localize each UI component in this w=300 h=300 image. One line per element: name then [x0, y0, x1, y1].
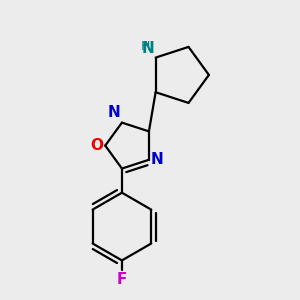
Text: N: N: [108, 105, 121, 120]
Text: O: O: [90, 138, 103, 153]
Text: F: F: [117, 272, 127, 286]
Text: N: N: [150, 152, 163, 167]
Text: H: H: [141, 40, 150, 53]
Text: N: N: [141, 41, 154, 56]
